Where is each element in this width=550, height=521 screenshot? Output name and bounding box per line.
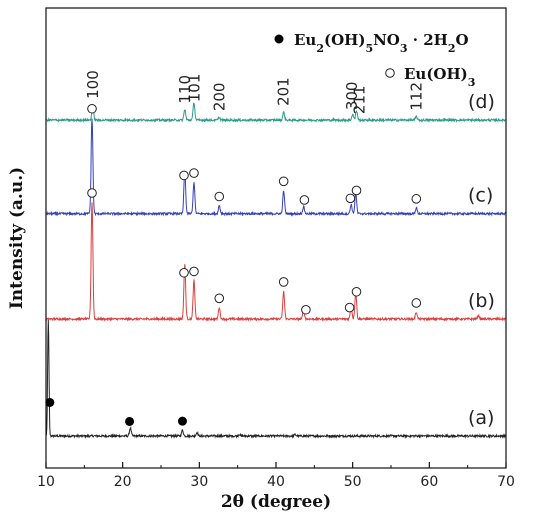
legend-entry: Eu2(OH)5NO3 · 2H2O	[274, 31, 469, 55]
open-circle-marker	[351, 185, 362, 196]
legend-label: Eu2(OH)5NO3 · 2H2O	[294, 31, 469, 55]
open-circle-marker	[411, 194, 422, 204]
open-circle-marker	[189, 168, 199, 178]
series-label: (d)	[468, 91, 495, 113]
hkl-label: 100	[84, 70, 102, 99]
x-tick-label: 10	[37, 474, 55, 490]
x-tick-label: 70	[497, 474, 515, 490]
x-axis-title: 2θ (degree)	[221, 492, 331, 512]
open-circle-marker	[344, 302, 355, 313]
open-circle-marker	[179, 267, 189, 278]
hkl-label: 201	[275, 77, 293, 106]
x-tick-label: 40	[267, 474, 285, 490]
x-axis: 10 20 30 40 50 60 70	[37, 462, 515, 490]
series-label: (a)	[468, 407, 494, 429]
x-tick-label: 20	[114, 474, 132, 490]
open-circle-marker	[179, 170, 189, 181]
open-circle-marker	[301, 304, 311, 315]
hkl-label: 101	[186, 74, 204, 103]
open-circle-marker	[411, 298, 422, 308]
series-label: (c)	[468, 185, 493, 207]
filled-circle-marker	[125, 416, 135, 426]
open-circle-marker	[345, 193, 356, 204]
filled-circle-marker	[177, 416, 187, 426]
xrd-trace	[45, 202, 507, 322]
hkl-label: 110	[176, 75, 194, 104]
xrd-traces	[45, 102, 507, 439]
open-circle-marker	[278, 277, 289, 287]
open-circle-marker	[189, 266, 199, 277]
open-circle-marker	[87, 103, 97, 114]
legend-open-marker	[385, 68, 395, 78]
y-axis-title: Intensity (a.u.)	[7, 167, 27, 309]
phase-markers	[45, 103, 422, 426]
open-circle-marker	[214, 191, 225, 202]
legend-entry: Eu(OH)3	[385, 65, 475, 89]
open-circle-marker	[351, 286, 362, 297]
x-tick-label: 30	[190, 474, 208, 490]
x-tick-label: 60	[420, 474, 438, 490]
xrd-trace	[45, 102, 507, 123]
hkl-label: 211	[351, 85, 369, 114]
filled-circle-marker	[45, 397, 55, 407]
open-circle-marker	[214, 293, 225, 304]
hkl-label: 112	[407, 82, 425, 111]
xrd-trace	[45, 118, 507, 217]
open-circle-marker	[278, 176, 289, 187]
xrd-trace	[45, 319, 507, 439]
legend: Eu2(OH)5NO3 · 2H2O Eu(OH)3	[274, 31, 475, 89]
series-labels: (a) (b) (c) (d)	[468, 91, 495, 429]
open-circle-marker	[299, 195, 310, 205]
hkl-label: 200	[210, 83, 228, 112]
legend-filled-marker	[274, 34, 284, 44]
series-label: (b)	[468, 290, 495, 312]
hkl-label: 300	[343, 82, 361, 111]
x-tick-label: 50	[344, 474, 362, 490]
open-circle-marker	[87, 188, 97, 198]
legend-label: Eu(OH)3	[404, 65, 475, 89]
